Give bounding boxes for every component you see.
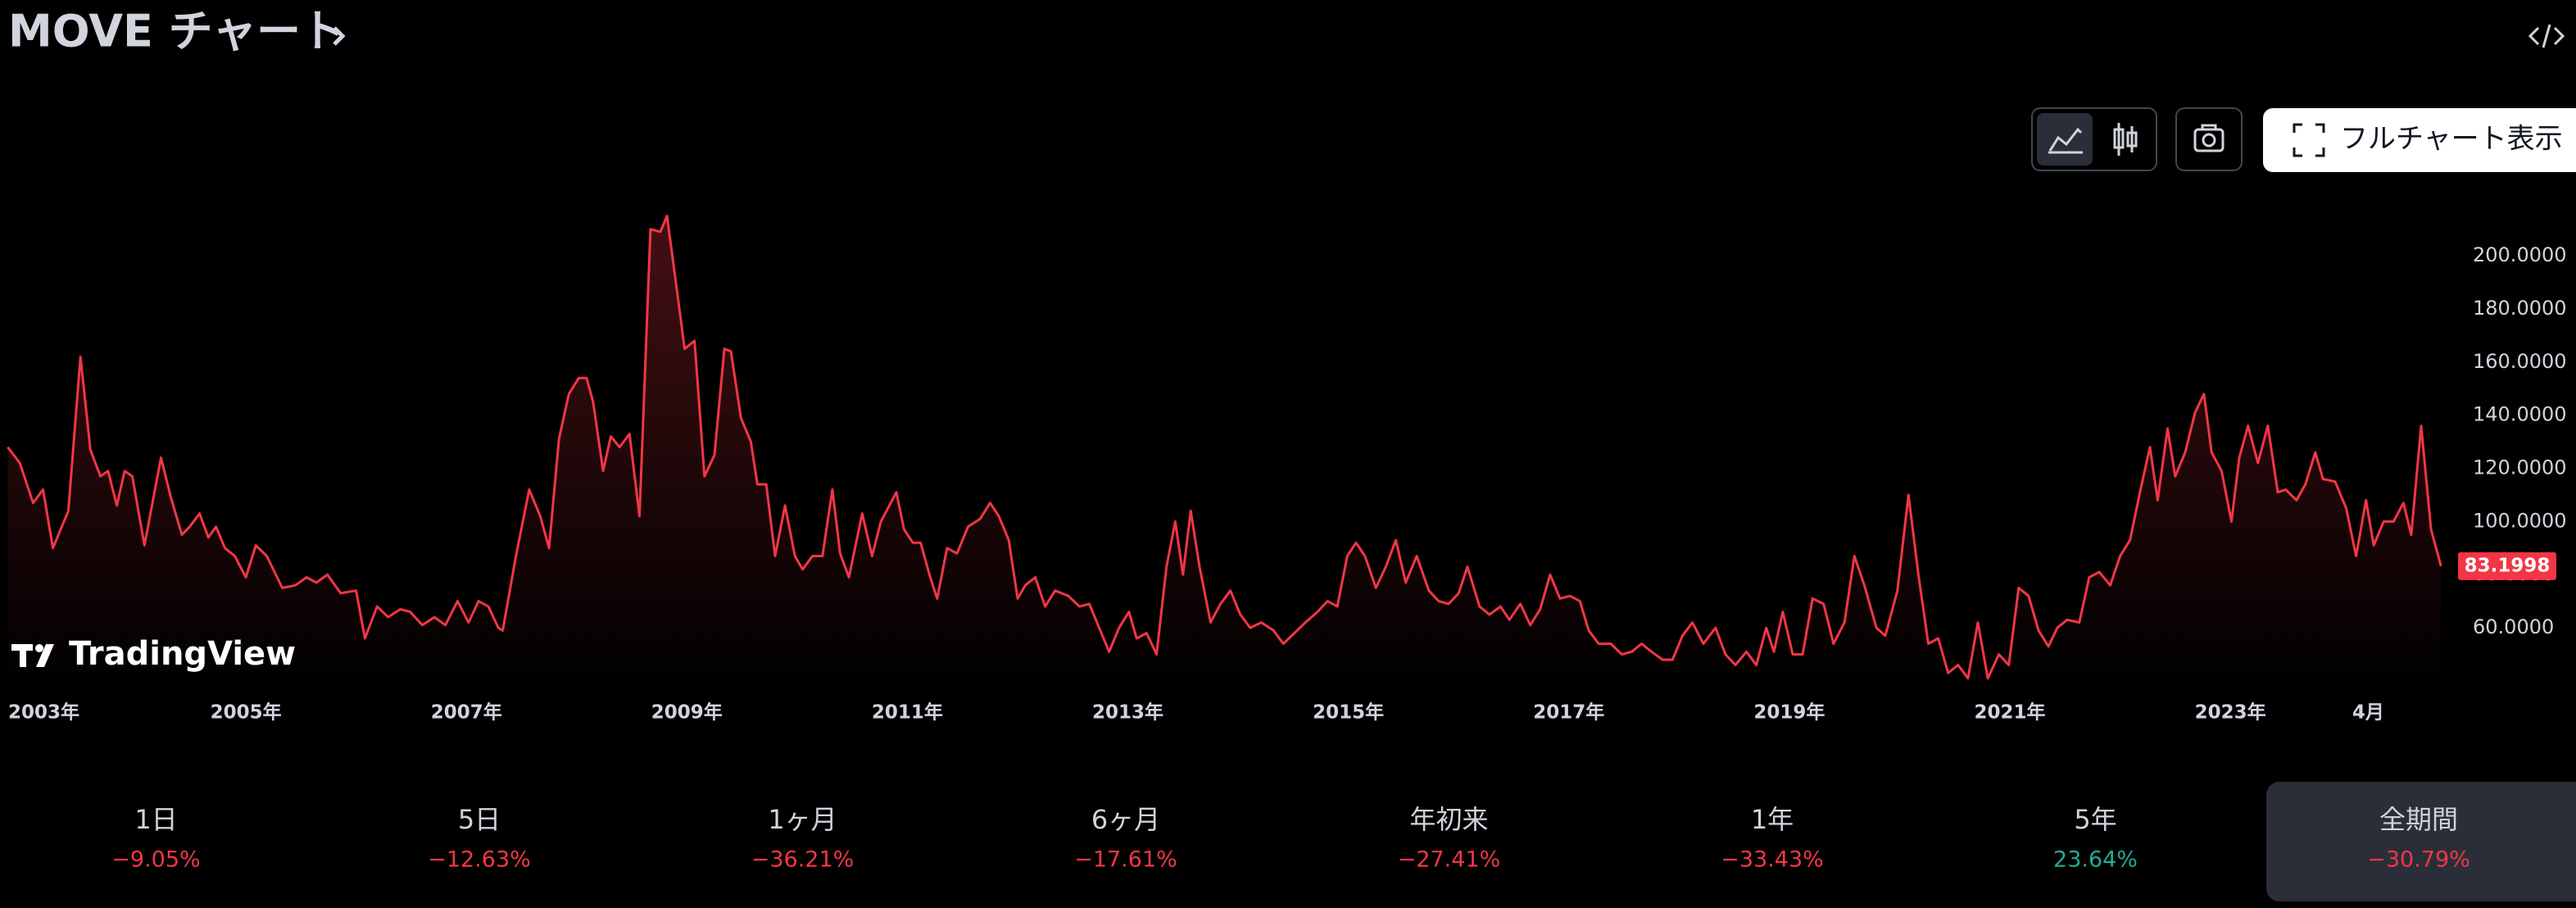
period-label[interactable]: 1ヶ月 xyxy=(768,804,837,835)
fullscreen-icon xyxy=(2293,123,2325,157)
y-tick-label: 60.0000 xyxy=(2473,615,2554,638)
x-tick-label: 2017年 xyxy=(1533,701,1604,724)
x-tick-label: 4月 xyxy=(2352,702,2384,724)
period-label[interactable]: 1年 xyxy=(1751,804,1794,835)
period-label[interactable]: 1日 xyxy=(134,804,177,835)
x-tick-label: 2003年 xyxy=(8,701,79,724)
x-tick-label: 2023年 xyxy=(2195,701,2266,724)
x-tick-label: 2021年 xyxy=(1975,701,2046,724)
last-value-label: 83.1998 xyxy=(2465,555,2551,576)
period-change[interactable]: −9.05% xyxy=(111,847,200,873)
period-label[interactable]: 6ヶ月 xyxy=(1091,804,1160,835)
fullchart-label[interactable]: フルチャート表示 xyxy=(2340,123,2563,156)
title-chevron[interactable] xyxy=(333,26,346,46)
title[interactable]: MOVE チャート xyxy=(8,6,345,57)
embed-icon[interactable] xyxy=(2528,24,2565,48)
x-tick-label: 2009年 xyxy=(651,701,723,724)
y-tick-label: 120.0000 xyxy=(2473,456,2567,479)
x-tick-label: 2013年 xyxy=(1092,701,1163,724)
x-tick-label: 2007年 xyxy=(431,701,502,724)
period-change[interactable]: −27.41% xyxy=(1398,847,1501,873)
period-label[interactable]: 年初来 xyxy=(1409,804,1488,835)
chart-style-group xyxy=(2031,107,2157,171)
period-bar: 1日 −9.05% 5日 −12.63% 1ヶ月 −36.21% 6ヶ月 −17.61% 年初来… xyxy=(111,782,2576,901)
x-tick-label: 2015年 xyxy=(1313,701,1384,724)
area-fill xyxy=(7,216,2442,688)
snapshot-button[interactable] xyxy=(2175,107,2243,171)
y-tick-label: 140.0000 xyxy=(2473,403,2567,426)
plot-area: 60.000080.0000100.0000120.0000140.000016… xyxy=(7,215,2567,724)
period-change[interactable]: −33.43% xyxy=(1721,847,1824,873)
period-selected-bg xyxy=(2266,782,2576,901)
x-tick-label: 2011年 xyxy=(872,701,943,724)
candle-style-button[interactable] xyxy=(2113,123,2138,156)
y-tick-label: 200.0000 xyxy=(2473,243,2567,266)
period-label[interactable]: 5日 xyxy=(458,804,501,835)
y-tick-label: 100.0000 xyxy=(2473,509,2567,532)
period-change[interactable]: 23.64% xyxy=(2053,847,2138,873)
camera-icon xyxy=(2193,124,2225,152)
period-label[interactable]: 全期間 xyxy=(2379,804,2458,835)
period-change[interactable]: −36.21% xyxy=(751,847,855,873)
period-change[interactable]: −12.63% xyxy=(428,847,531,873)
fullchart-button[interactable] xyxy=(2263,108,2576,172)
logo-text: TradingView xyxy=(69,635,296,673)
y-tick-label: 180.0000 xyxy=(2473,297,2567,320)
x-tick-label: 2019年 xyxy=(1753,701,1825,724)
period-change[interactable]: −17.61% xyxy=(1074,847,1177,873)
y-tick-label: 160.0000 xyxy=(2473,350,2567,373)
period-label[interactable]: 5年 xyxy=(2074,804,2116,835)
area-style-button[interactable] xyxy=(2037,113,2093,166)
area-icon xyxy=(2048,127,2083,152)
period-change[interactable]: −30.79% xyxy=(2367,847,2470,873)
price-line xyxy=(7,215,2442,680)
last-value-box xyxy=(2458,552,2556,580)
logo-mark xyxy=(11,644,54,667)
x-tick-label: 2005年 xyxy=(211,701,282,724)
